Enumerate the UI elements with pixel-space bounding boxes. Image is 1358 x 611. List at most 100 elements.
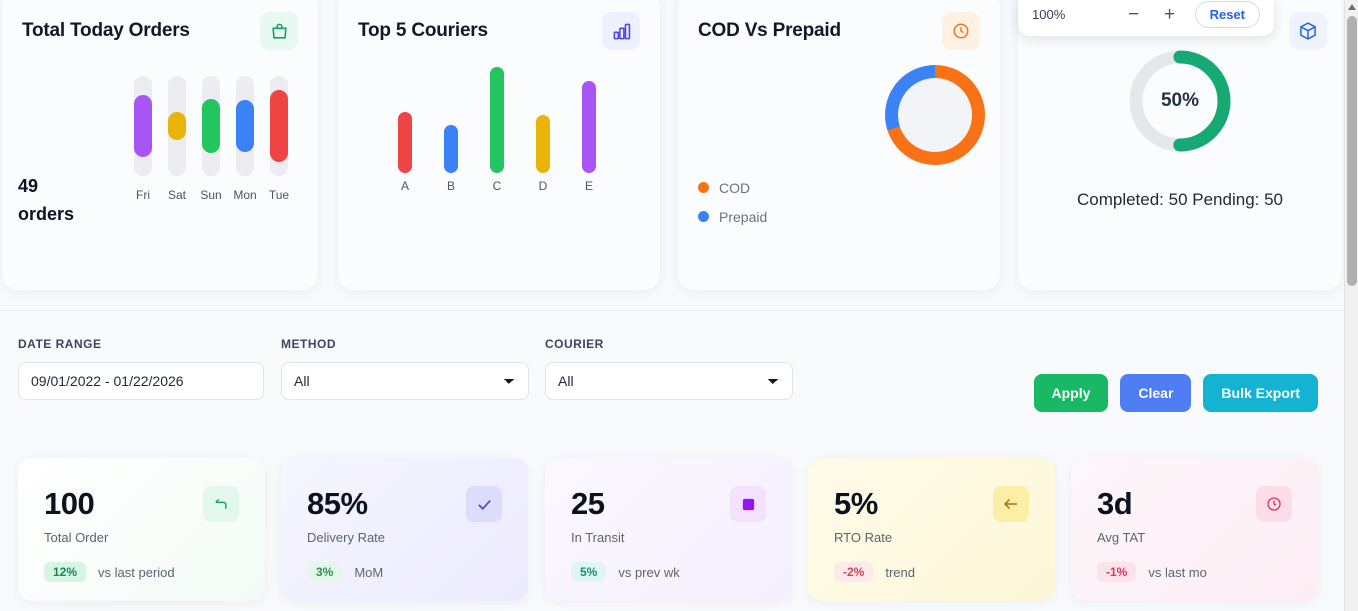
- kpi-delta: 3% MoM: [307, 562, 383, 582]
- legend-item: COD: [698, 173, 767, 202]
- kpi-value: 5%: [834, 486, 878, 521]
- kpi-delta: 5% vs prev wk: [571, 562, 680, 582]
- zoom-out-button[interactable]: −: [1119, 0, 1149, 29]
- capsule-label: Mon: [233, 188, 257, 202]
- kpi-card: 5% RTO Rate -2% trend: [808, 458, 1055, 601]
- legend-label: COD: [719, 179, 751, 196]
- kpi-label: Avg TAT: [1097, 530, 1146, 545]
- card-top-5-couriers: Top 5 Couriers A B C D E: [338, 0, 660, 290]
- kpi-value: 3d: [1097, 486, 1133, 521]
- ring-center-label: 50%: [1160, 90, 1200, 111]
- zoom-in-button[interactable]: +: [1155, 0, 1185, 29]
- completion-caption: Completed: 50 Pending: 50: [1076, 190, 1284, 209]
- delta-note: MoM: [354, 564, 384, 580]
- clear-button[interactable]: Clear: [1120, 374, 1192, 412]
- delta-note: trend: [885, 564, 915, 580]
- scrollbar-thumb[interactable]: [1347, 16, 1357, 286]
- check-icon: [466, 486, 502, 522]
- kpi-value: 85%: [307, 486, 368, 521]
- shopping-bag-icon: [260, 12, 298, 50]
- card-cod-vs-prepaid: COD Vs Prepaid COD Prepaid: [678, 0, 1000, 290]
- card-total-today-orders: Total Today Orders 49 orders Fri Sat Sun Mo…: [2, 0, 318, 290]
- cod-prepaid-legend: COD Prepaid: [698, 173, 767, 231]
- date-range-group: DATE RANGE: [18, 337, 264, 400]
- kpi-label: RTO Rate: [834, 530, 893, 545]
- square-icon: [730, 486, 766, 522]
- bar-fill: [536, 115, 550, 173]
- capsule-label: Tue: [268, 188, 290, 202]
- bar-label: D: [538, 179, 548, 193]
- method-label: METHOD: [281, 337, 336, 351]
- kpi-card: 3d Avg TAT -1% vs last mo: [1071, 458, 1318, 601]
- kpi-value: 25: [571, 486, 605, 521]
- card-title: Total Today Orders: [22, 20, 190, 41]
- kpi-card: 25 In Transit 5% vs prev wk: [545, 458, 792, 601]
- zoom-control-panel[interactable]: 100% − + Reset: [1018, 0, 1274, 36]
- capsule-label: Fri: [136, 188, 150, 202]
- capsule-fill: [236, 100, 254, 152]
- clock-icon: [942, 12, 980, 50]
- kpi-label: Delivery Rate: [307, 530, 386, 545]
- completion-progress-ring: 50%: [1127, 48, 1233, 154]
- capsule-fill: [270, 90, 288, 162]
- chart-bar: E: [582, 81, 596, 193]
- chart-bar: B: [444, 125, 458, 193]
- bar-label: C: [492, 179, 502, 193]
- method-select[interactable]: All: [281, 362, 529, 400]
- apply-button[interactable]: Apply: [1033, 374, 1109, 412]
- kpi-value: 100: [44, 486, 95, 521]
- date-range-label: DATE RANGE: [18, 337, 102, 351]
- courier-group: COURIER All: [545, 337, 793, 400]
- bar-label: E: [584, 179, 593, 193]
- clock-icon: [1256, 486, 1292, 522]
- today-orders-value: 49: [18, 176, 39, 196]
- courier-select[interactable]: All: [545, 362, 793, 400]
- daily-orders-capsule-chart: Fri Sat Sun Mon Tue: [134, 76, 304, 216]
- zoom-reset-button[interactable]: Reset: [1194, 0, 1260, 28]
- today-orders-unit: orders: [18, 204, 75, 224]
- delta-badge: 5%: [571, 562, 607, 582]
- zoom-percentage: 100%: [1032, 6, 1066, 22]
- donut-hole: [898, 78, 972, 152]
- kpi-card: 100 Total Order 12% vs last period: [18, 458, 265, 601]
- delta-badge: -2%: [834, 562, 874, 582]
- page-scrollbar[interactable]: [1344, 0, 1358, 611]
- bar-label: B: [446, 179, 455, 193]
- method-group: METHOD All: [281, 337, 529, 400]
- card-completion-progress: 50% Completed: 50 Pending: 50: [1018, 0, 1342, 290]
- delta-note: vs last mo: [1148, 564, 1207, 580]
- bar-fill: [582, 81, 596, 173]
- chart-bar: D: [536, 115, 550, 193]
- capsule-label: Sun: [200, 188, 222, 202]
- capsule-fill: [168, 112, 186, 140]
- capsule-fill: [202, 99, 220, 153]
- courier-label: COURIER: [545, 337, 604, 351]
- summary-cards-row: Total Today Orders 49 orders Fri Sat Sun Mo…: [0, 0, 1344, 311]
- kpi-delta: -2% trend: [834, 562, 915, 582]
- bulk-export-button[interactable]: Bulk Export: [1203, 374, 1318, 412]
- capsule-fill: [134, 95, 152, 157]
- package-icon: [203, 486, 239, 522]
- chart-bar: A: [398, 112, 412, 193]
- scroll-up-icon[interactable]: [1345, 0, 1358, 14]
- bar-fill: [398, 112, 412, 173]
- delta-note: vs prev wk: [618, 564, 680, 580]
- cod-prepaid-donut-chart: [885, 65, 985, 165]
- kpi-cards-row: 100 Total Order 12% vs last period 85% Delive…: [0, 440, 1344, 611]
- arrow-left-icon: [993, 486, 1029, 522]
- couriers-bar-chart: A B C D E: [398, 60, 638, 195]
- legend-item: Prepaid: [698, 202, 767, 231]
- today-orders-count: 49 orders: [18, 172, 108, 228]
- delta-note: vs last period: [98, 564, 175, 580]
- card-title: Top 5 Couriers: [358, 20, 488, 41]
- cube-icon[interactable]: [1289, 12, 1327, 50]
- card-title: COD Vs Prepaid: [698, 20, 841, 41]
- kpi-delta: -1% vs last mo: [1097, 562, 1207, 582]
- legend-dot: [698, 182, 709, 193]
- kpi-card: 85% Delivery Rate 3% MoM: [281, 458, 528, 601]
- date-range-input[interactable]: [18, 362, 264, 400]
- kpi-label: In Transit: [571, 530, 625, 545]
- delta-badge: -1%: [1097, 562, 1137, 582]
- filter-actions: Apply Clear Bulk Export: [1033, 374, 1318, 412]
